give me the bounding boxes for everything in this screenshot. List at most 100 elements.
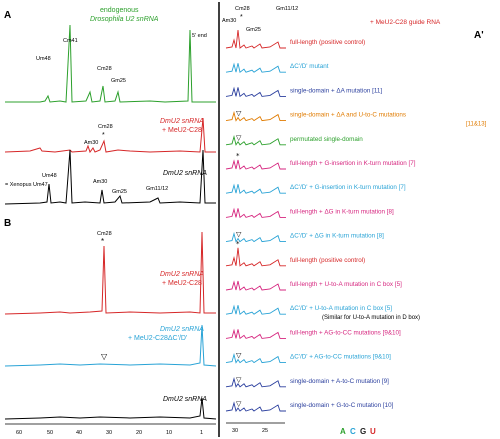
trace-line <box>4 231 216 315</box>
row-label-extra: (Similar for U-to-A mutation in D box) <box>322 315 420 321</box>
row-trace <box>225 304 286 315</box>
trace-dmu2-meu2c28-b: DmU2 snRNA + MeU2-C28 Cm28 * <box>4 231 216 315</box>
row-label: full-length + ΔG in K-turn mutation [8] <box>290 208 394 215</box>
panel-label-b: B <box>4 218 11 229</box>
trace-dmu2-b: DmU2 snRNA <box>4 396 217 420</box>
right-row: * full-length (positive control) <box>225 240 365 267</box>
tick-label: 60 <box>16 430 22 436</box>
peak-label: Cm28 <box>97 66 112 72</box>
right-row: ▽ permutated single-domain <box>225 134 363 146</box>
asterisk-marker: * <box>236 152 240 160</box>
triangle-marker: ▽ <box>236 231 242 239</box>
right-row: ΔC'/D' + G-insertion in K-turn mutation … <box>225 183 406 194</box>
legend-letter-g: G <box>360 427 366 436</box>
row-label: ΔC'/D' mutant <box>290 63 329 70</box>
peak-label: Cm28 <box>97 231 112 237</box>
row-trace <box>225 280 286 291</box>
legend-letter-a: A <box>340 427 346 436</box>
triangle-marker: ▽ <box>236 376 242 384</box>
row-label: full-length (positive control) <box>290 39 365 46</box>
x-axis-right: 30 25 <box>226 422 285 434</box>
tick-label: 40 <box>76 430 82 436</box>
row-label-extra: [11&13] <box>466 122 487 128</box>
triangle-marker: ▽ <box>236 134 242 142</box>
row-trace <box>225 207 286 219</box>
trace-subtitle: + MeU2-C28ΔC'/D' <box>128 335 187 342</box>
tick-label: 10 <box>166 430 172 436</box>
legend-letter-c: C <box>350 427 356 436</box>
row-label: full-length (positive control) <box>290 257 365 264</box>
row-label: permutated single-domain <box>290 136 363 143</box>
x-axis-left: 60 50 40 30 20 10 1 <box>5 423 216 436</box>
triangle-marker: ▽ <box>236 110 242 118</box>
peak-label: Am30 <box>93 179 107 185</box>
tick-label: 50 <box>47 430 53 436</box>
trace-title: DmU2 snRNA <box>163 396 207 403</box>
row-trace <box>225 401 286 413</box>
trace-line <box>4 324 217 367</box>
row-trace <box>225 352 286 364</box>
row-trace <box>225 62 286 73</box>
triangle-marker: ▽ <box>101 352 108 361</box>
trace-subtitle: + MeU2-C28 <box>162 280 202 287</box>
row-label: ΔC'/D' + AG-to-CC mutations [9&10] <box>290 354 391 361</box>
guide-rna-note: + MeU2-C28 guide RNA <box>370 19 441 26</box>
peak-label: Cm28 <box>98 124 113 130</box>
row-trace <box>225 231 286 243</box>
peak-label: 5' end <box>192 33 207 39</box>
right-row: full-length + U-to-A mutation in C box [… <box>225 280 402 291</box>
right-row: single-domain + ΔA mutation [11] <box>225 86 382 98</box>
right-row: ▽ single-domain + ΔA and U-to-C mutations… <box>225 110 487 128</box>
row-trace <box>225 328 286 340</box>
row-label: full-length + U-to-A mutation in C box [… <box>290 281 402 288</box>
row-trace <box>225 86 286 98</box>
peak-label: Gm11/12 <box>276 6 298 12</box>
asterisk-marker: * <box>101 237 104 246</box>
row-label: ΔC'/D' + ΔG in K-turn mutation [8] <box>290 233 384 240</box>
trace-title: endogenous <box>100 7 139 14</box>
tick-label: 30 <box>232 428 238 434</box>
trace-dmu2-meu2c28-delta: DmU2 snRNA + MeU2-C28ΔC'/D' ▽ <box>4 324 217 367</box>
tick-label: 30 <box>106 430 112 436</box>
peak-label: Cm41 <box>63 38 78 44</box>
trace-line <box>5 24 216 103</box>
peak-label: Gm25 <box>112 189 127 195</box>
peak-label: Cm28 <box>235 6 250 12</box>
row-label: single-domain + ΔA and U-to-C mutations <box>290 112 406 119</box>
trace-line <box>4 149 216 205</box>
right-row: ▽ single-domain + A-to-C mutation [9] <box>225 376 389 388</box>
peak-label: Am30 <box>84 140 98 146</box>
right-row: ▽ ΔC'/D' + ΔG in K-turn mutation [8] <box>225 231 384 243</box>
trace-subtitle: + MeU2-C28 <box>162 127 202 134</box>
right-row: ΔC'/D' mutant <box>225 62 329 73</box>
row-trace <box>225 377 286 388</box>
panel-label-a: A <box>4 10 11 21</box>
right-row: ▽ single-domain + G-to-C mutation [10] <box>225 400 394 413</box>
row-trace <box>225 159 286 170</box>
trace-dmu2-a: DmU2 snRNA Um48 = Xenopus Um47 Am30 Gm25… <box>4 149 216 205</box>
row-trace <box>225 110 286 122</box>
row-label: single-domain + A-to-C mutation [9] <box>290 378 389 385</box>
trace-title: DmU2 snRNA <box>160 118 204 125</box>
peak-label: Gm25 <box>246 27 261 33</box>
row-label: single-domain + ΔA mutation [11] <box>290 87 382 94</box>
trace-title: DmU2 snRNA <box>160 326 204 333</box>
trace-line <box>4 397 217 420</box>
peak-label: Um48 <box>36 56 51 62</box>
right-row: full-length + ΔG in K-turn mutation [8] <box>225 207 394 219</box>
tick-label: 25 <box>262 428 268 434</box>
tick-label: 1 <box>200 430 203 436</box>
peak-label: Gm11/12 <box>146 186 168 192</box>
asterisk-marker: * <box>240 14 243 21</box>
row-trace <box>225 29 286 49</box>
asterisk-marker: * <box>236 240 240 248</box>
legend-letter-u: U <box>370 427 376 436</box>
right-row: * full-length + G-insertion in K-turn mut… <box>225 152 416 170</box>
base-legend: A C G U <box>340 427 376 436</box>
row-label: full-length + AG-to-CC mutations [9&10] <box>290 329 401 336</box>
peak-label: Gm25 <box>111 78 126 84</box>
trace-line <box>4 117 216 154</box>
right-header: Am30 Cm28 * Gm25 Gm11/12 + MeU2-C28 guid… <box>222 6 441 33</box>
trace-title: DmU2 snRNA <box>163 170 207 177</box>
right-rows: full-length (positive control) ΔC'/D' mut… <box>225 29 487 413</box>
